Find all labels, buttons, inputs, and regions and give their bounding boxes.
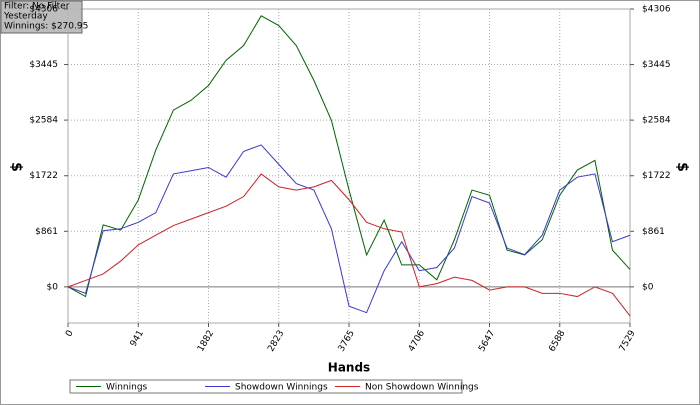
y-tick-label: $1722	[29, 171, 58, 181]
legend	[69, 379, 463, 394]
x-tick-label: 0	[64, 329, 76, 339]
legend-label: Winnings	[106, 383, 148, 393]
x-axis-label: Hands	[328, 361, 370, 375]
y2-tick-label: $3445	[642, 60, 671, 70]
info-line: Filter: No Filter	[4, 2, 70, 12]
y-axis-label: $	[8, 162, 24, 172]
y2-tick-label: $1722	[642, 171, 671, 181]
legend-label: Showdown Winnings	[235, 383, 328, 393]
legend-label: Non Showdown Winnings	[365, 383, 479, 393]
info-line: Winnings: $270.95	[4, 22, 88, 32]
y-tick-label: $3445	[29, 60, 58, 70]
y2-axis-label: $	[674, 162, 690, 172]
y-tick-label: $861	[35, 227, 58, 237]
y-tick-label: $4306	[29, 5, 58, 15]
info-line: Yesterday	[3, 12, 48, 22]
y2-tick-label: $4306	[642, 5, 671, 15]
y-tick-label: $0	[47, 282, 59, 292]
series-line	[67, 173, 631, 317]
y2-tick-label: $2584	[642, 116, 671, 126]
y2-tick-label: $861	[642, 227, 665, 237]
series-line	[67, 15, 631, 298]
y2-tick-label: $0	[642, 282, 654, 292]
series-line	[67, 144, 631, 314]
y-tick-label: $2584	[29, 116, 58, 126]
